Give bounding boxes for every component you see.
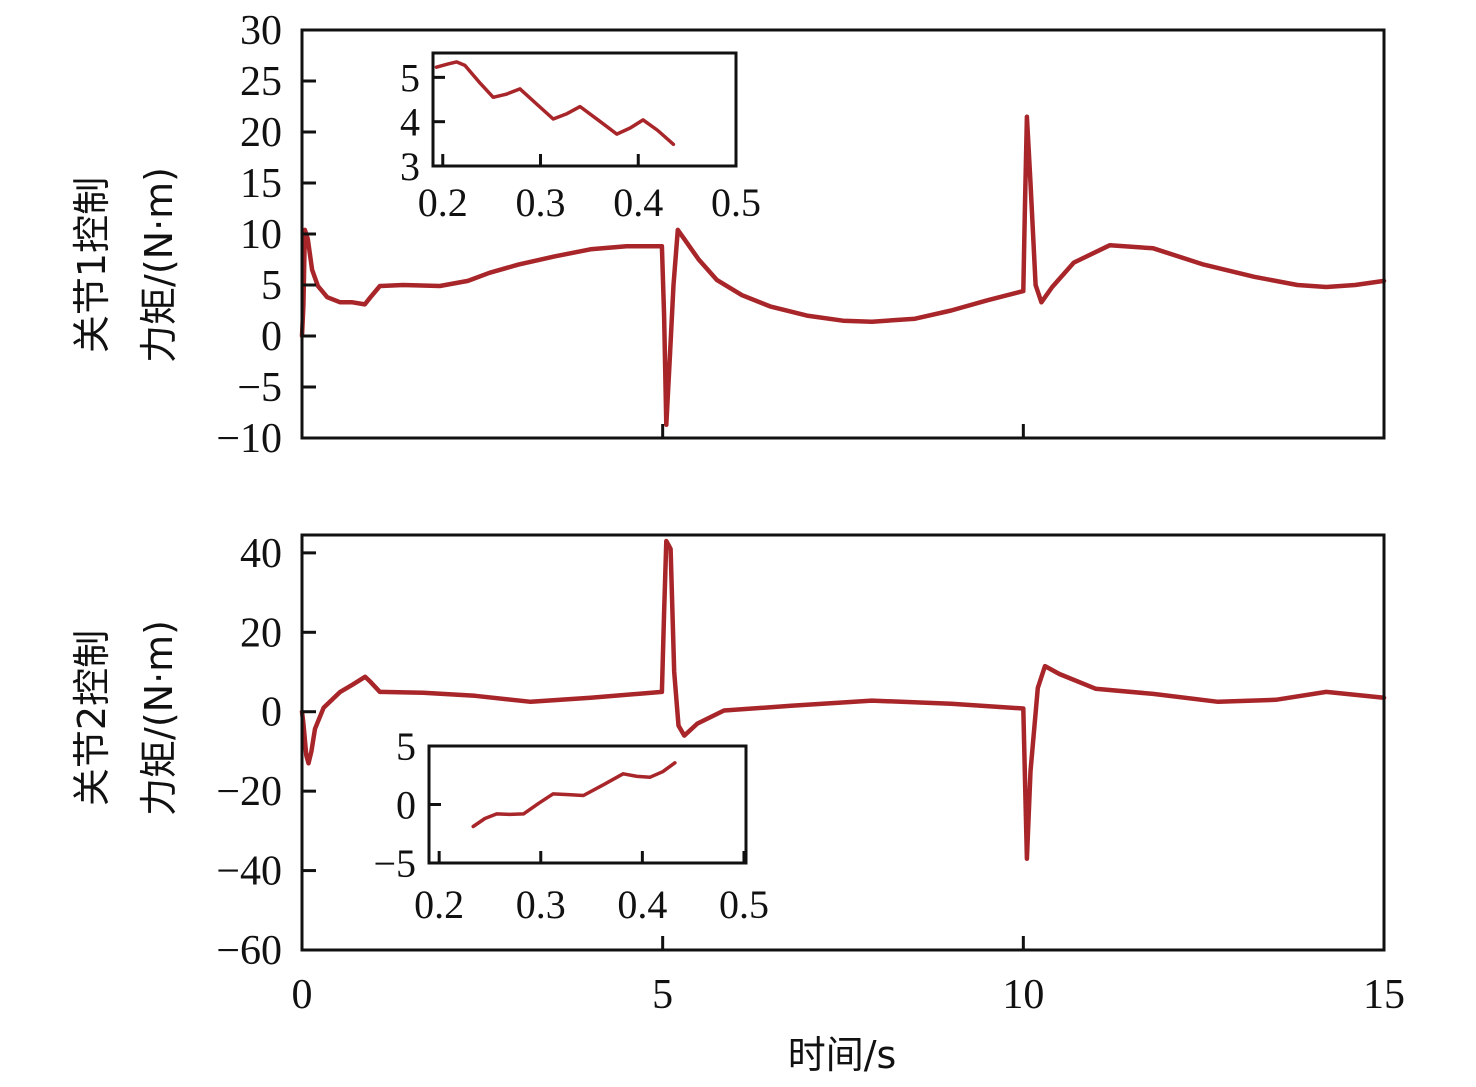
axes-frame <box>431 51 738 168</box>
y-tick-label: 5 <box>261 263 282 309</box>
x-tick-label: 5 <box>652 972 673 1018</box>
y-axis-title-line2: 力矩/(N·m) <box>137 620 181 816</box>
y-axis-title-joint2: 关节2控制 力矩/(N·m) <box>70 620 181 816</box>
y-tick-label: 4 <box>400 100 420 145</box>
y-tick-label: −5 <box>373 841 416 886</box>
inset-background <box>429 746 746 863</box>
x-tick-label: 0.4 <box>617 882 667 927</box>
joint1-main-panel: 30 25 20 15 10 5 0 −5 −10 <box>216 8 1387 462</box>
x-tick-label: 0.3 <box>516 180 566 225</box>
x-tick-label: 0.2 <box>418 180 468 225</box>
x-tick-label: 0.2 <box>414 882 464 927</box>
y-axis-title-line1: 关节1控制 <box>70 177 114 353</box>
y-tick-label: 5 <box>396 724 416 769</box>
y-tick-label: 0 <box>261 690 282 736</box>
y-tick-label: 5 <box>400 55 420 100</box>
axes-frame <box>300 533 1386 952</box>
x-tick-label: 0.4 <box>613 180 663 225</box>
joint2-inset-panel: 5 0 −50.2 0.3 0.4 0.5 <box>373 724 769 927</box>
y-tick-label: 15 <box>240 161 282 207</box>
y-axis-title-line2: 力矩/(N·m) <box>137 167 181 363</box>
y-tick-label: −40 <box>216 849 282 895</box>
y-tick-label: 0 <box>396 783 416 828</box>
x-tick-label: 0 <box>292 972 313 1018</box>
joint1-inset-series-line <box>434 60 676 147</box>
y-tick-label: 30 <box>240 8 282 54</box>
y-tick-label: 25 <box>240 59 282 105</box>
joint2-main-series-line <box>299 538 1387 861</box>
y-tick-label: 0 <box>261 314 282 360</box>
x-tick-label: 0.5 <box>711 180 761 225</box>
y-tick-label: 20 <box>240 610 282 656</box>
y-axis-title-joint1: 关节1控制 力矩/(N·m) <box>70 167 181 363</box>
x-tick-label: 0.5 <box>719 882 769 927</box>
joint1-main-series-line <box>299 114 1387 427</box>
y-tick-label: −5 <box>237 365 282 411</box>
x-tick-label: 10 <box>1002 972 1044 1018</box>
joint2-inset-series-line <box>471 761 677 829</box>
y-tick-label: 3 <box>400 144 420 189</box>
y-tick-label: −10 <box>216 416 282 462</box>
x-tick-label: 15 <box>1363 972 1405 1018</box>
y-tick-label: 40 <box>240 531 282 577</box>
x-tick-label: 0.3 <box>516 882 566 927</box>
y-tick-label: −20 <box>216 769 282 815</box>
x-axis-title: 时间/s <box>788 1033 897 1077</box>
y-tick-label: −60 <box>216 928 282 974</box>
y-tick-label: 20 <box>240 110 282 156</box>
y-axis-title-line1: 关节2控制 <box>70 630 114 806</box>
y-tick-label: 10 <box>240 212 282 258</box>
